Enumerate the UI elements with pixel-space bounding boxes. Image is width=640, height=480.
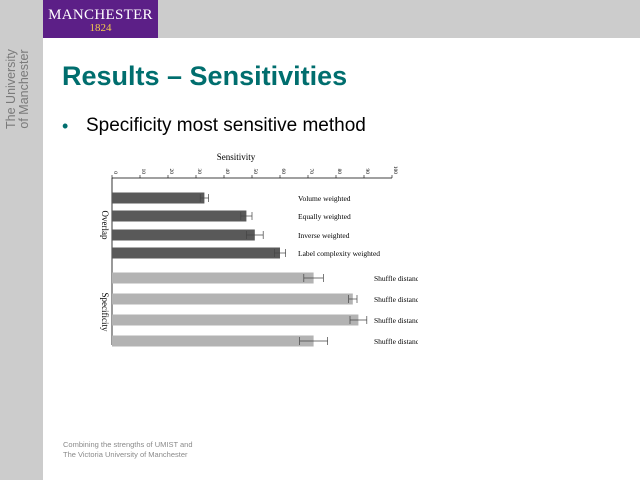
group-label-overlap: Overlap — [100, 211, 110, 240]
bar — [112, 314, 359, 326]
manchester-logo: MANCHESTER 1824 — [43, 0, 158, 38]
institution-name: The University of Manchester — [4, 39, 43, 139]
footer-line-1: Combining the strengths of UMIST and — [63, 440, 193, 449]
bar-label: Shuffle distance radius 2.1 — [374, 316, 418, 325]
bar-label: Volume weighted — [298, 194, 351, 203]
logo-wordmark: MANCHESTER — [48, 7, 153, 23]
x-tick-label: 90 — [364, 169, 370, 175]
bar-label: Shuffle distance radius 3.7 — [374, 337, 418, 346]
logo-year: 1824 — [89, 22, 112, 34]
x-tick-label: 30 — [196, 169, 202, 175]
bar-label: Equally weighted — [298, 212, 351, 221]
x-tick-label: 70 — [308, 169, 314, 175]
slide-title: Results – Sensitivities — [62, 61, 348, 91]
x-tick-label: 0 — [112, 171, 118, 174]
x-tick-label: 20 — [168, 169, 174, 175]
bar — [112, 335, 314, 347]
sensitivity-chart: Sensitivity 0 10 20 30 40 50 60 70 80 90 100 Overlap… — [100, 152, 418, 347]
bar — [112, 272, 314, 284]
x-tick-label: 60 — [280, 169, 286, 175]
bar-label: Shuffle distance radius 1.5 — [374, 295, 418, 304]
bar-label: Inverse weighted — [298, 231, 350, 240]
side-banner: The University of Manchester — [0, 0, 43, 480]
bar — [112, 210, 247, 222]
x-tick-label: 100 — [392, 166, 398, 175]
bar — [112, 247, 280, 259]
bar-label: Shuffle distance radius 1 — [374, 274, 418, 283]
bullet-text: Specificity most sensitive method — [86, 115, 366, 136]
chart-title: Sensitivity — [217, 152, 256, 162]
x-tick-label: 80 — [336, 169, 342, 175]
x-tick-label: 50 — [252, 169, 258, 175]
bullet-icon: • — [62, 116, 69, 136]
x-tick-label: 10 — [140, 169, 146, 175]
footer: Combining the strengths of UMIST and The… — [63, 440, 193, 460]
bar — [112, 192, 205, 204]
bar — [112, 229, 255, 241]
footer-line-2: The Victoria University of Manchester — [63, 450, 188, 459]
bar — [112, 293, 353, 305]
bar-label: Label complexity weighted — [298, 249, 380, 258]
group-label-specificity: Specificity — [100, 293, 110, 332]
x-tick-label: 40 — [224, 169, 230, 175]
institution-line-2: of Manchester — [17, 49, 31, 129]
